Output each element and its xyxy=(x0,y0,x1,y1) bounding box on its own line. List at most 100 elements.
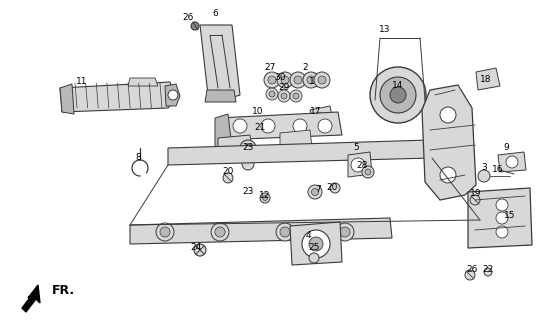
Polygon shape xyxy=(130,218,392,244)
Circle shape xyxy=(314,72,330,88)
Circle shape xyxy=(340,227,350,237)
Text: 9: 9 xyxy=(503,143,509,153)
Polygon shape xyxy=(165,84,180,106)
Text: 6: 6 xyxy=(212,10,218,19)
Circle shape xyxy=(233,119,247,133)
Circle shape xyxy=(308,185,322,199)
Text: 23: 23 xyxy=(242,188,254,196)
Circle shape xyxy=(470,195,480,205)
Circle shape xyxy=(280,227,290,237)
Circle shape xyxy=(261,119,275,133)
Text: 14: 14 xyxy=(392,81,404,90)
Text: 29: 29 xyxy=(278,84,289,92)
Circle shape xyxy=(307,76,315,84)
Text: FR.: FR. xyxy=(52,284,75,297)
Circle shape xyxy=(156,223,174,241)
Circle shape xyxy=(211,223,229,241)
Text: 18: 18 xyxy=(480,76,492,84)
Polygon shape xyxy=(60,82,176,112)
Circle shape xyxy=(365,169,371,175)
Circle shape xyxy=(266,88,278,100)
Text: 27: 27 xyxy=(264,63,275,73)
Circle shape xyxy=(302,230,330,258)
Text: 12: 12 xyxy=(259,191,271,201)
Circle shape xyxy=(160,227,170,237)
Text: 16: 16 xyxy=(492,165,504,174)
Polygon shape xyxy=(168,140,432,165)
Circle shape xyxy=(330,183,340,193)
Text: 5: 5 xyxy=(353,143,359,153)
Circle shape xyxy=(215,227,225,237)
Circle shape xyxy=(440,107,456,123)
Circle shape xyxy=(290,90,302,102)
Text: 7: 7 xyxy=(315,186,321,195)
Circle shape xyxy=(303,72,319,88)
Circle shape xyxy=(465,270,475,280)
Text: 20: 20 xyxy=(222,167,233,177)
Polygon shape xyxy=(476,68,500,90)
Text: 19: 19 xyxy=(470,189,482,198)
Circle shape xyxy=(269,91,275,97)
Text: 1: 1 xyxy=(309,77,315,86)
Circle shape xyxy=(440,167,456,183)
Circle shape xyxy=(309,237,323,251)
Circle shape xyxy=(484,268,492,276)
Circle shape xyxy=(242,158,254,170)
Circle shape xyxy=(263,196,267,201)
Polygon shape xyxy=(22,285,40,312)
Circle shape xyxy=(496,212,508,224)
Polygon shape xyxy=(290,222,342,265)
Circle shape xyxy=(191,22,199,30)
Text: 4: 4 xyxy=(305,230,311,239)
Text: 23: 23 xyxy=(242,143,254,153)
Circle shape xyxy=(194,244,206,256)
Polygon shape xyxy=(128,78,158,86)
Circle shape xyxy=(240,140,256,156)
Text: 10: 10 xyxy=(252,108,264,116)
Circle shape xyxy=(293,119,307,133)
Circle shape xyxy=(276,223,294,241)
Text: 26: 26 xyxy=(182,13,194,22)
Polygon shape xyxy=(422,85,476,200)
Circle shape xyxy=(281,76,289,84)
Polygon shape xyxy=(218,135,252,152)
Text: 3: 3 xyxy=(481,164,487,172)
Circle shape xyxy=(506,156,518,168)
Polygon shape xyxy=(60,84,74,114)
Circle shape xyxy=(264,72,280,88)
Text: 11: 11 xyxy=(76,77,88,86)
Polygon shape xyxy=(205,90,236,102)
Circle shape xyxy=(390,87,406,103)
Circle shape xyxy=(318,76,326,84)
Polygon shape xyxy=(348,152,372,177)
Circle shape xyxy=(281,93,287,99)
Circle shape xyxy=(290,72,306,88)
Text: 24: 24 xyxy=(190,244,202,252)
Text: 17: 17 xyxy=(310,108,322,116)
Circle shape xyxy=(351,158,365,172)
Circle shape xyxy=(309,253,319,263)
Circle shape xyxy=(362,166,374,178)
Circle shape xyxy=(315,113,325,123)
Circle shape xyxy=(293,93,299,99)
Text: 15: 15 xyxy=(504,211,516,220)
Text: 26: 26 xyxy=(466,266,478,275)
Circle shape xyxy=(496,199,508,211)
Circle shape xyxy=(294,76,302,84)
Circle shape xyxy=(318,119,332,133)
Text: 22: 22 xyxy=(483,266,494,275)
Polygon shape xyxy=(218,112,342,140)
Circle shape xyxy=(370,67,426,123)
Circle shape xyxy=(312,188,318,196)
Text: 20: 20 xyxy=(327,183,338,193)
Circle shape xyxy=(380,77,416,113)
Text: 8: 8 xyxy=(135,154,141,163)
Circle shape xyxy=(168,90,178,100)
Circle shape xyxy=(336,223,354,241)
Polygon shape xyxy=(310,106,334,128)
Text: 30: 30 xyxy=(274,74,286,83)
Text: 25: 25 xyxy=(308,244,320,252)
Text: 28: 28 xyxy=(356,161,367,170)
Polygon shape xyxy=(498,152,526,172)
Circle shape xyxy=(268,76,276,84)
